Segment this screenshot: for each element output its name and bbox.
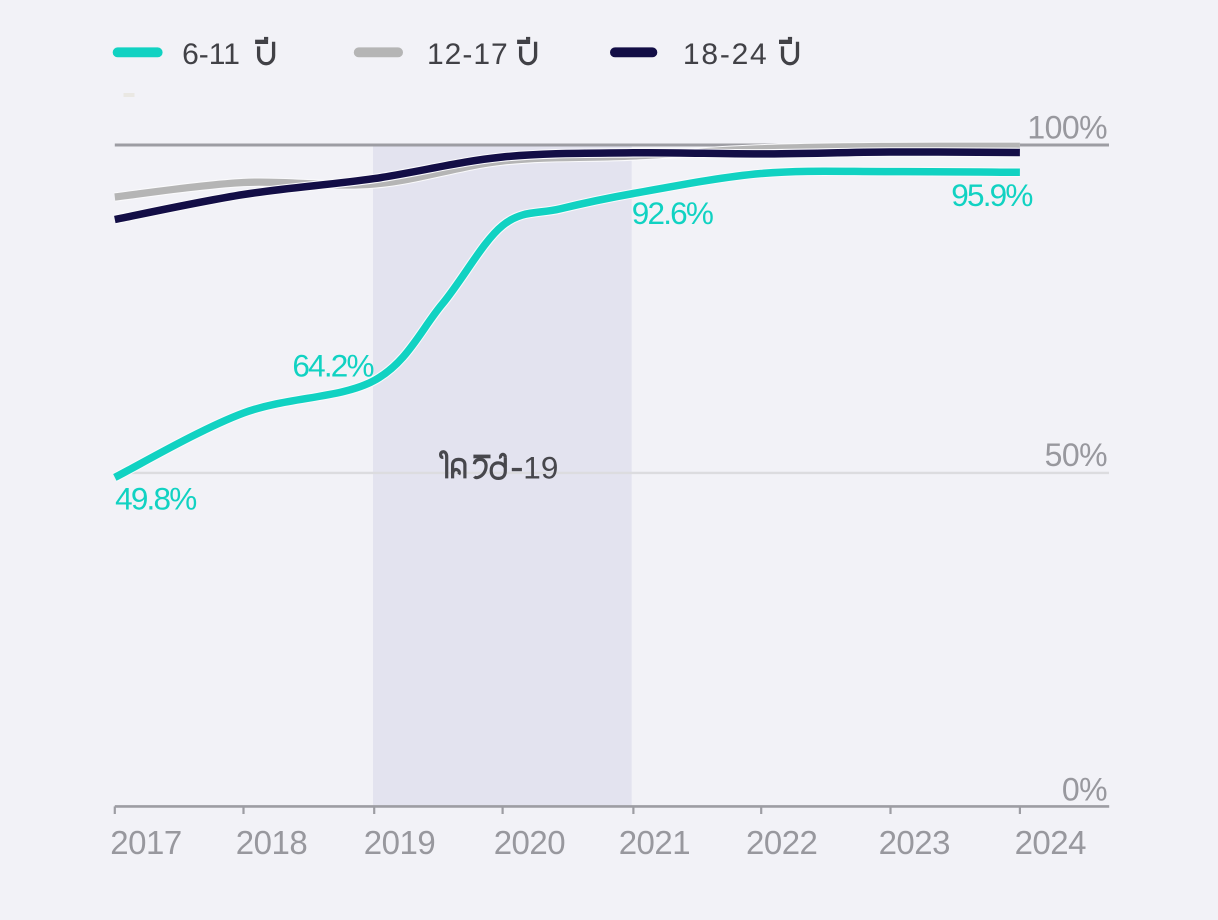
svg-text:2020: 2020 [494,824,566,861]
svg-text:0%: 0% [1062,772,1107,808]
svg-text:92.6%: 92.6% [632,195,713,231]
svg-text:50%: 50% [1045,437,1107,473]
svg-text:2022: 2022 [746,824,817,861]
svg-text:19: 19 [523,449,558,485]
svg-text:95.9%: 95.9% [951,177,1032,213]
svg-text:2019: 2019 [364,824,435,861]
svg-text:100%: 100% [1027,110,1107,146]
svg-text:2024: 2024 [1015,824,1087,861]
svg-text:64.2%: 64.2% [292,347,373,383]
svg-text:18-24: 18-24 [683,38,769,71]
svg-text:12-17: 12-17 [427,38,509,71]
svg-text:2018: 2018 [236,824,307,861]
svg-text:2023: 2023 [879,824,950,861]
svg-text:2017: 2017 [110,824,181,861]
svg-text:2021: 2021 [619,824,690,861]
svg-text:49.8%: 49.8% [115,480,196,516]
svg-text:6-11: 6-11 [182,38,240,71]
